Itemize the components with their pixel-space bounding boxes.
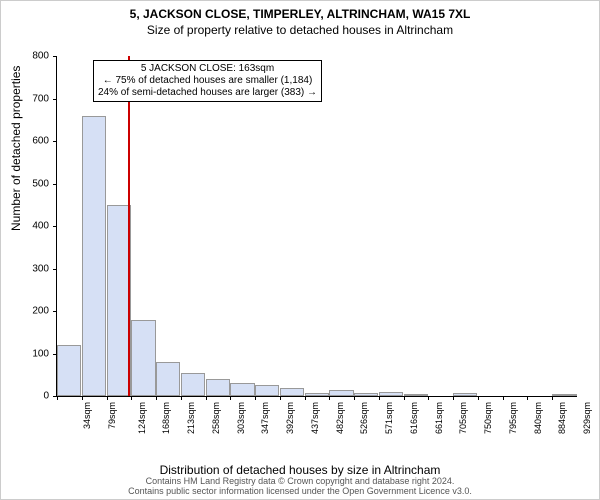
xtick-mark bbox=[379, 396, 380, 400]
xtick-label: 168sqm bbox=[161, 402, 171, 434]
xtick-label: 392sqm bbox=[285, 402, 295, 434]
info-box-line: ← 75% of detached houses are smaller (1,… bbox=[98, 75, 317, 87]
chart-area: 010020030040050060070080034sqm79sqm124sq… bbox=[56, 56, 576, 416]
ytick-mark bbox=[53, 99, 57, 100]
ytick-mark bbox=[53, 269, 57, 270]
xtick-label: 79sqm bbox=[107, 402, 117, 429]
xtick-label: 303sqm bbox=[236, 402, 246, 434]
ytick-label: 300 bbox=[19, 263, 49, 274]
histogram-bar bbox=[552, 394, 576, 396]
xtick-label: 750sqm bbox=[483, 402, 493, 434]
ytick-label: 200 bbox=[19, 306, 49, 317]
xtick-mark bbox=[503, 396, 504, 400]
x-axis-label: Distribution of detached houses by size … bbox=[1, 463, 599, 477]
xtick-mark bbox=[404, 396, 405, 400]
histogram-bar bbox=[453, 393, 477, 396]
xtick-mark bbox=[131, 396, 132, 400]
xtick-label: 124sqm bbox=[137, 402, 147, 434]
histogram-bar bbox=[354, 393, 378, 396]
footer-attribution: Contains HM Land Registry data © Crown c… bbox=[1, 477, 599, 497]
xtick-label: 929sqm bbox=[582, 402, 592, 434]
page-subtitle: Size of property relative to detached ho… bbox=[1, 23, 599, 37]
xtick-mark bbox=[354, 396, 355, 400]
histogram-bar bbox=[230, 383, 254, 396]
histogram-bar bbox=[206, 379, 230, 396]
xtick-label: 705sqm bbox=[458, 402, 468, 434]
histogram-bar bbox=[156, 362, 180, 396]
xtick-mark bbox=[82, 396, 83, 400]
xtick-label: 661sqm bbox=[434, 402, 444, 434]
xtick-mark bbox=[57, 396, 58, 400]
xtick-mark bbox=[478, 396, 479, 400]
ytick-mark bbox=[53, 141, 57, 142]
xtick-mark bbox=[305, 396, 306, 400]
histogram-bar bbox=[107, 205, 131, 396]
ytick-mark bbox=[53, 226, 57, 227]
histogram-bar bbox=[305, 393, 329, 396]
ytick-label: 100 bbox=[19, 348, 49, 359]
info-box-line: 5 JACKSON CLOSE: 163sqm bbox=[98, 63, 317, 75]
ytick-label: 400 bbox=[19, 221, 49, 232]
info-box: 5 JACKSON CLOSE: 163sqm← 75% of detached… bbox=[93, 60, 322, 102]
xtick-label: 437sqm bbox=[310, 402, 320, 434]
xtick-label: 34sqm bbox=[82, 402, 92, 429]
chart-container: 5, JACKSON CLOSE, TIMPERLEY, ALTRINCHAM,… bbox=[0, 0, 600, 500]
marker-line bbox=[128, 56, 130, 396]
histogram-bar bbox=[82, 116, 106, 397]
xtick-mark bbox=[156, 396, 157, 400]
histogram-bar bbox=[57, 345, 81, 396]
xtick-label: 526sqm bbox=[359, 402, 369, 434]
ytick-label: 0 bbox=[19, 391, 49, 402]
xtick-label: 482sqm bbox=[335, 402, 345, 434]
xtick-label: 571sqm bbox=[384, 402, 394, 434]
histogram-bar bbox=[255, 385, 279, 396]
info-box-line: 24% of semi-detached houses are larger (… bbox=[98, 87, 317, 99]
xtick-mark bbox=[329, 396, 330, 400]
xtick-label: 213sqm bbox=[186, 402, 196, 434]
xtick-mark bbox=[552, 396, 553, 400]
xtick-label: 884sqm bbox=[558, 402, 568, 434]
xtick-mark bbox=[453, 396, 454, 400]
y-axis-label: Number of detached properties bbox=[9, 66, 23, 231]
ytick-label: 600 bbox=[19, 136, 49, 147]
histogram-bar bbox=[404, 394, 428, 396]
xtick-mark bbox=[255, 396, 256, 400]
xtick-mark bbox=[280, 396, 281, 400]
xtick-mark bbox=[206, 396, 207, 400]
ytick-label: 500 bbox=[19, 178, 49, 189]
xtick-label: 795sqm bbox=[508, 402, 518, 434]
xtick-label: 258sqm bbox=[211, 402, 221, 434]
histogram-bar bbox=[379, 392, 403, 396]
xtick-mark bbox=[181, 396, 182, 400]
ytick-mark bbox=[53, 184, 57, 185]
histogram-bar bbox=[131, 320, 155, 397]
xtick-mark bbox=[527, 396, 528, 400]
ytick-mark bbox=[53, 56, 57, 57]
histogram-bar bbox=[181, 373, 205, 396]
xtick-mark bbox=[107, 396, 108, 400]
ytick-mark bbox=[53, 311, 57, 312]
xtick-label: 840sqm bbox=[533, 402, 543, 434]
xtick-mark bbox=[230, 396, 231, 400]
footer-line: Contains public sector information licen… bbox=[1, 487, 599, 497]
histogram-bar bbox=[280, 388, 304, 397]
page-title: 5, JACKSON CLOSE, TIMPERLEY, ALTRINCHAM,… bbox=[1, 7, 599, 21]
histogram-bar bbox=[329, 390, 353, 396]
xtick-label: 616sqm bbox=[409, 402, 419, 434]
xtick-mark bbox=[428, 396, 429, 400]
xtick-label: 347sqm bbox=[260, 402, 270, 434]
ytick-label: 700 bbox=[19, 93, 49, 104]
plot-region: 010020030040050060070080034sqm79sqm124sq… bbox=[56, 56, 577, 397]
ytick-label: 800 bbox=[19, 51, 49, 62]
